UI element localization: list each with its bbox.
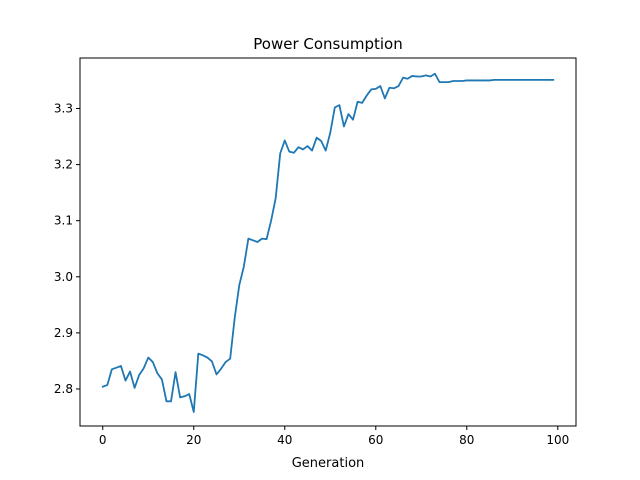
chart-title: Power Consumption — [253, 35, 402, 53]
x-tick-label: 100 — [546, 433, 569, 447]
x-tick-label: 40 — [277, 433, 292, 447]
x-tick-label: 60 — [368, 433, 383, 447]
plot-frame — [79, 57, 577, 427]
y-tick-label: 2.8 — [54, 382, 73, 396]
x-axis-label: Generation — [292, 456, 365, 471]
y-tick-label: 3.1 — [54, 214, 73, 228]
y-tick-label: 3.3 — [54, 101, 73, 115]
series-line-0 — [101, 72, 555, 413]
x-tick-label: 0 — [99, 433, 107, 447]
y-axis-ticks: 2.8 2.9 3.0 3.1 3.2 3.3 — [54, 101, 80, 396]
y-tick-label: 3.2 — [54, 158, 73, 172]
y-tick-label: 3.0 — [54, 270, 73, 284]
y-tick-label: 2.9 — [54, 326, 73, 340]
plot-content — [101, 72, 555, 413]
x-tick-label: 80 — [459, 433, 474, 447]
x-axis-ticks: 0 20 40 60 80 100 — [99, 426, 569, 447]
x-tick-label: 20 — [186, 433, 201, 447]
